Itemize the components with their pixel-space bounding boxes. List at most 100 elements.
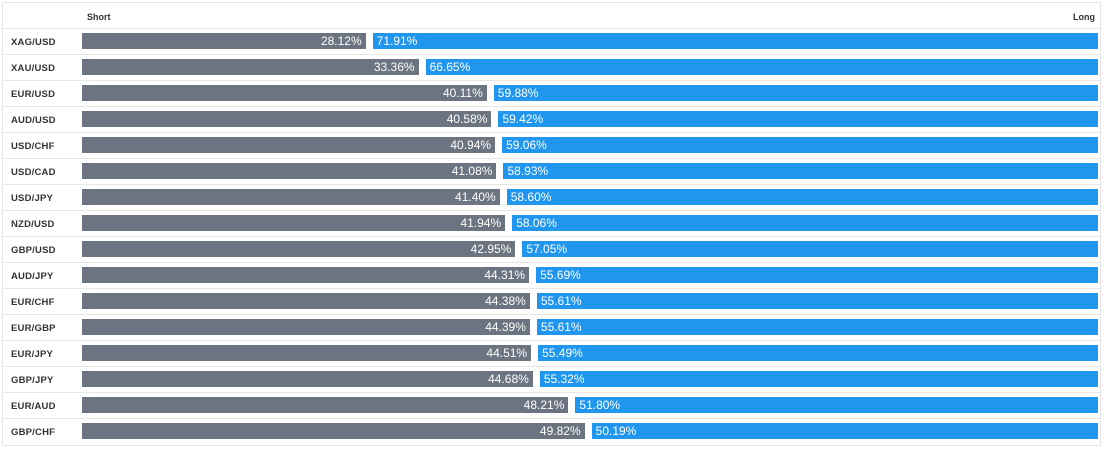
short-percent-label: 40.11% [442, 86, 483, 100]
short-percent-label: 49.82% [539, 424, 581, 438]
symbol-label: GBP/JPY [11, 375, 54, 386]
long-bar: 55.61% [536, 293, 1098, 309]
long-percent-label: 55.69% [540, 268, 581, 282]
bar-track: 44.51% 55.49% [82, 345, 1098, 361]
long-percent-label: 66.65% [429, 60, 471, 74]
symbol-label: EUR/JPY [11, 349, 54, 360]
long-bar: 55.49% [538, 345, 1098, 361]
short-percent-label: 44.31% [484, 268, 526, 282]
short-bar: 44.38% [82, 293, 530, 309]
long-percent-label: 58.93% [507, 164, 549, 178]
long-column-header: Long [1073, 12, 1095, 22]
short-percent-label: 44.68% [488, 372, 529, 386]
long-bar: 66.65% [425, 59, 1098, 75]
long-bar: 50.19% [591, 423, 1098, 439]
long-percent-label: 58.06% [516, 216, 557, 230]
symbol-label: EUR/GBP [11, 323, 56, 334]
short-percent-label: 40.58% [446, 112, 488, 126]
bar-track: 44.68% 55.32% [82, 371, 1098, 387]
bar-track: 42.95% 57.05% [82, 241, 1098, 257]
symbol-label: GBP/CHF [11, 427, 56, 438]
long-percent-label: 57.05% [526, 242, 568, 256]
table-row: AUD/JPY 44.31% 55.69% [3, 263, 1100, 289]
short-bar: 40.11% [82, 85, 487, 101]
short-bar: 44.39% [82, 319, 530, 335]
short-percent-label: 48.21% [523, 398, 565, 412]
long-bar: 59.88% [493, 85, 1098, 101]
short-percent-label: 41.08% [451, 164, 493, 178]
short-bar: 40.58% [82, 111, 492, 127]
bar-track: 28.12% 71.91% [82, 33, 1098, 49]
short-bar: 44.51% [82, 345, 532, 361]
long-percent-label: 55.61% [540, 320, 582, 334]
bar-track: 40.11% 59.88% [82, 85, 1098, 101]
bar-track: 44.31% 55.69% [82, 267, 1098, 283]
table-row: USD/CAD 41.08% 58.93% [3, 159, 1100, 185]
long-percent-label: 55.32% [543, 372, 585, 386]
short-column-header: Short [87, 12, 111, 22]
symbol-label: NZD/USD [11, 219, 55, 230]
short-percent-label: 44.51% [486, 346, 528, 360]
table-row: GBP/CHF 49.82% 50.19% [3, 419, 1100, 445]
long-percent-label: 59.88% [497, 86, 539, 100]
short-bar: 40.94% [82, 137, 496, 153]
bar-track: 48.21% 51.80% [82, 397, 1098, 413]
symbol-label: AUD/JPY [11, 271, 54, 282]
long-percent-label: 59.42% [502, 112, 544, 126]
symbol-label: USD/CAD [11, 167, 56, 178]
bar-track: 40.58% 59.42% [82, 111, 1098, 127]
short-percent-label: 28.12% [320, 34, 362, 48]
short-percent-label: 41.40% [455, 190, 496, 204]
long-bar: 58.93% [503, 163, 1098, 179]
long-percent-label: 58.60% [510, 190, 552, 204]
long-bar: 59.42% [498, 111, 1098, 127]
long-bar: 59.06% [502, 137, 1098, 153]
table-row: EUR/JPY 44.51% 55.49% [3, 341, 1100, 367]
table-header: Short Long [3, 3, 1100, 29]
short-percent-label: 40.94% [450, 138, 492, 152]
table-row: AUD/USD 40.58% 59.42% [3, 107, 1100, 133]
symbol-label: EUR/AUD [11, 401, 56, 412]
short-bar: 44.68% [82, 371, 533, 387]
long-bar: 58.06% [512, 215, 1098, 231]
bar-track: 41.08% 58.93% [82, 163, 1098, 179]
table-row: EUR/AUD 48.21% 51.80% [3, 393, 1100, 419]
table-row: XAU/USD 33.36% 66.65% [3, 55, 1100, 81]
short-percent-label: 41.94% [460, 216, 502, 230]
long-bar: 55.61% [536, 319, 1098, 335]
table-row: GBP/JPY 44.68% 55.32% [3, 367, 1100, 393]
short-bar: 41.94% [82, 215, 506, 231]
table-row: EUR/CHF 44.38% 55.61% [3, 289, 1100, 315]
long-percent-label: 59.06% [506, 138, 547, 152]
short-bar: 41.40% [82, 189, 500, 205]
short-percent-label: 33.36% [373, 60, 415, 74]
table-row: NZD/USD 41.94% 58.06% [3, 211, 1100, 237]
short-percent-label: 44.38% [485, 294, 526, 308]
symbol-label: XAU/USD [11, 63, 56, 74]
long-bar: 58.60% [506, 189, 1098, 205]
table-body: XAG/USD 28.12% 71.91% XAU/USD 33.36% 66.65% EU… [3, 29, 1100, 445]
long-percent-label: 55.49% [542, 346, 583, 360]
table-row: GBP/USD 42.95% 57.05% [3, 237, 1100, 263]
symbol-label: XAG/USD [11, 37, 56, 48]
long-percent-label: 50.19% [595, 424, 637, 438]
short-bar: 42.95% [82, 241, 516, 257]
symbol-label: USD/CHF [11, 141, 55, 152]
short-percent-label: 42.95% [470, 242, 512, 256]
symbol-label: EUR/USD [11, 89, 56, 100]
short-bar: 41.08% [82, 163, 497, 179]
table-row: USD/CHF 40.94% 59.06% [3, 133, 1100, 159]
bar-track: 33.36% 66.65% [82, 59, 1098, 75]
table-row: EUR/GBP 44.39% 55.61% [3, 315, 1100, 341]
table-row: USD/JPY 41.40% 58.60% [3, 185, 1100, 211]
long-bar: 71.91% [372, 33, 1098, 49]
short-bar: 48.21% [82, 397, 569, 413]
symbol-label: GBP/USD [11, 245, 56, 256]
short-bar: 44.31% [82, 267, 530, 283]
short-bar: 33.36% [82, 59, 419, 75]
short-bar: 49.82% [82, 423, 585, 439]
bar-track: 41.94% 58.06% [82, 215, 1098, 231]
long-bar: 55.69% [536, 267, 1098, 283]
symbol-label: AUD/USD [11, 115, 56, 126]
table-row: EUR/USD 40.11% 59.88% [3, 81, 1100, 107]
